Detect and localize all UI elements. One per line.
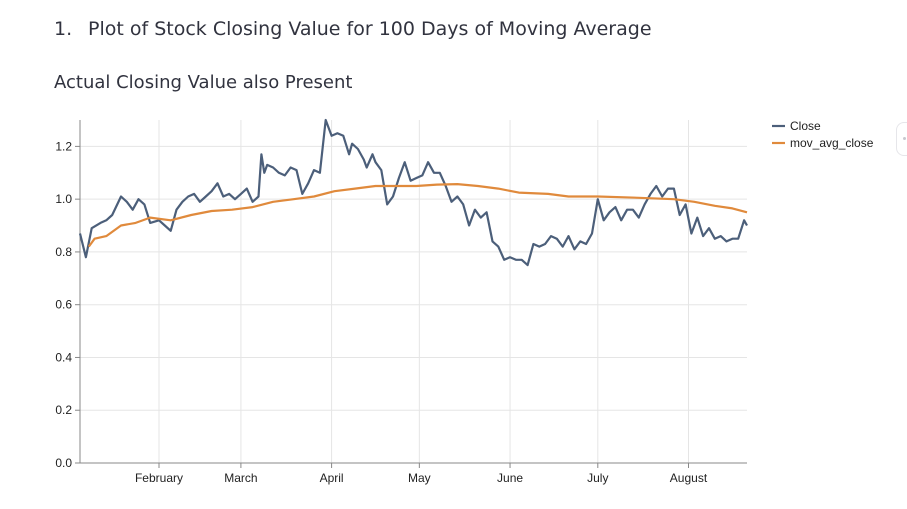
x-tick-label: June	[497, 471, 523, 485]
x-tick-label: April	[320, 471, 344, 485]
y-tick-label: 0.4	[55, 350, 72, 364]
chart-axes: 0.0 0.2 0.4 0.6 0.8 1.0 1.2 February March April M…	[55, 120, 747, 485]
x-tick-label: August	[670, 471, 708, 485]
section-title: Plot of Stock Closing Value for 100 Days…	[88, 18, 652, 40]
section-number: 1.	[54, 18, 73, 40]
chart-grid	[80, 120, 747, 463]
y-tick-label: 0.8	[55, 245, 72, 259]
y-tick-label: 1.0	[55, 192, 72, 206]
series-line-mov-avg-close	[87, 183, 748, 248]
x-tick-label: May	[408, 471, 431, 485]
legend-entry: Close	[790, 119, 821, 133]
section-heading: 1. Plot of Stock Closing Value for 100 Da…	[54, 18, 652, 40]
x-tick-label: March	[224, 471, 257, 485]
series-line-close	[78, 118, 748, 267]
fullscreen-button[interactable]	[896, 122, 907, 156]
y-tick-label: 0.2	[55, 403, 72, 417]
x-tick-label: July	[587, 471, 608, 485]
section-subheading: Actual Closing Value also Present	[54, 72, 353, 93]
chart-legend: Close mov_avg_close	[772, 119, 874, 150]
legend-entry: mov_avg_close	[790, 136, 874, 150]
y-tick-label: 1.2	[55, 139, 72, 153]
chart-series	[78, 118, 748, 267]
x-tick-label: February	[135, 471, 183, 485]
y-tick-label: 0.6	[55, 298, 72, 312]
fullscreen-icon	[903, 137, 906, 140]
y-tick-label: 0.0	[55, 456, 72, 470]
